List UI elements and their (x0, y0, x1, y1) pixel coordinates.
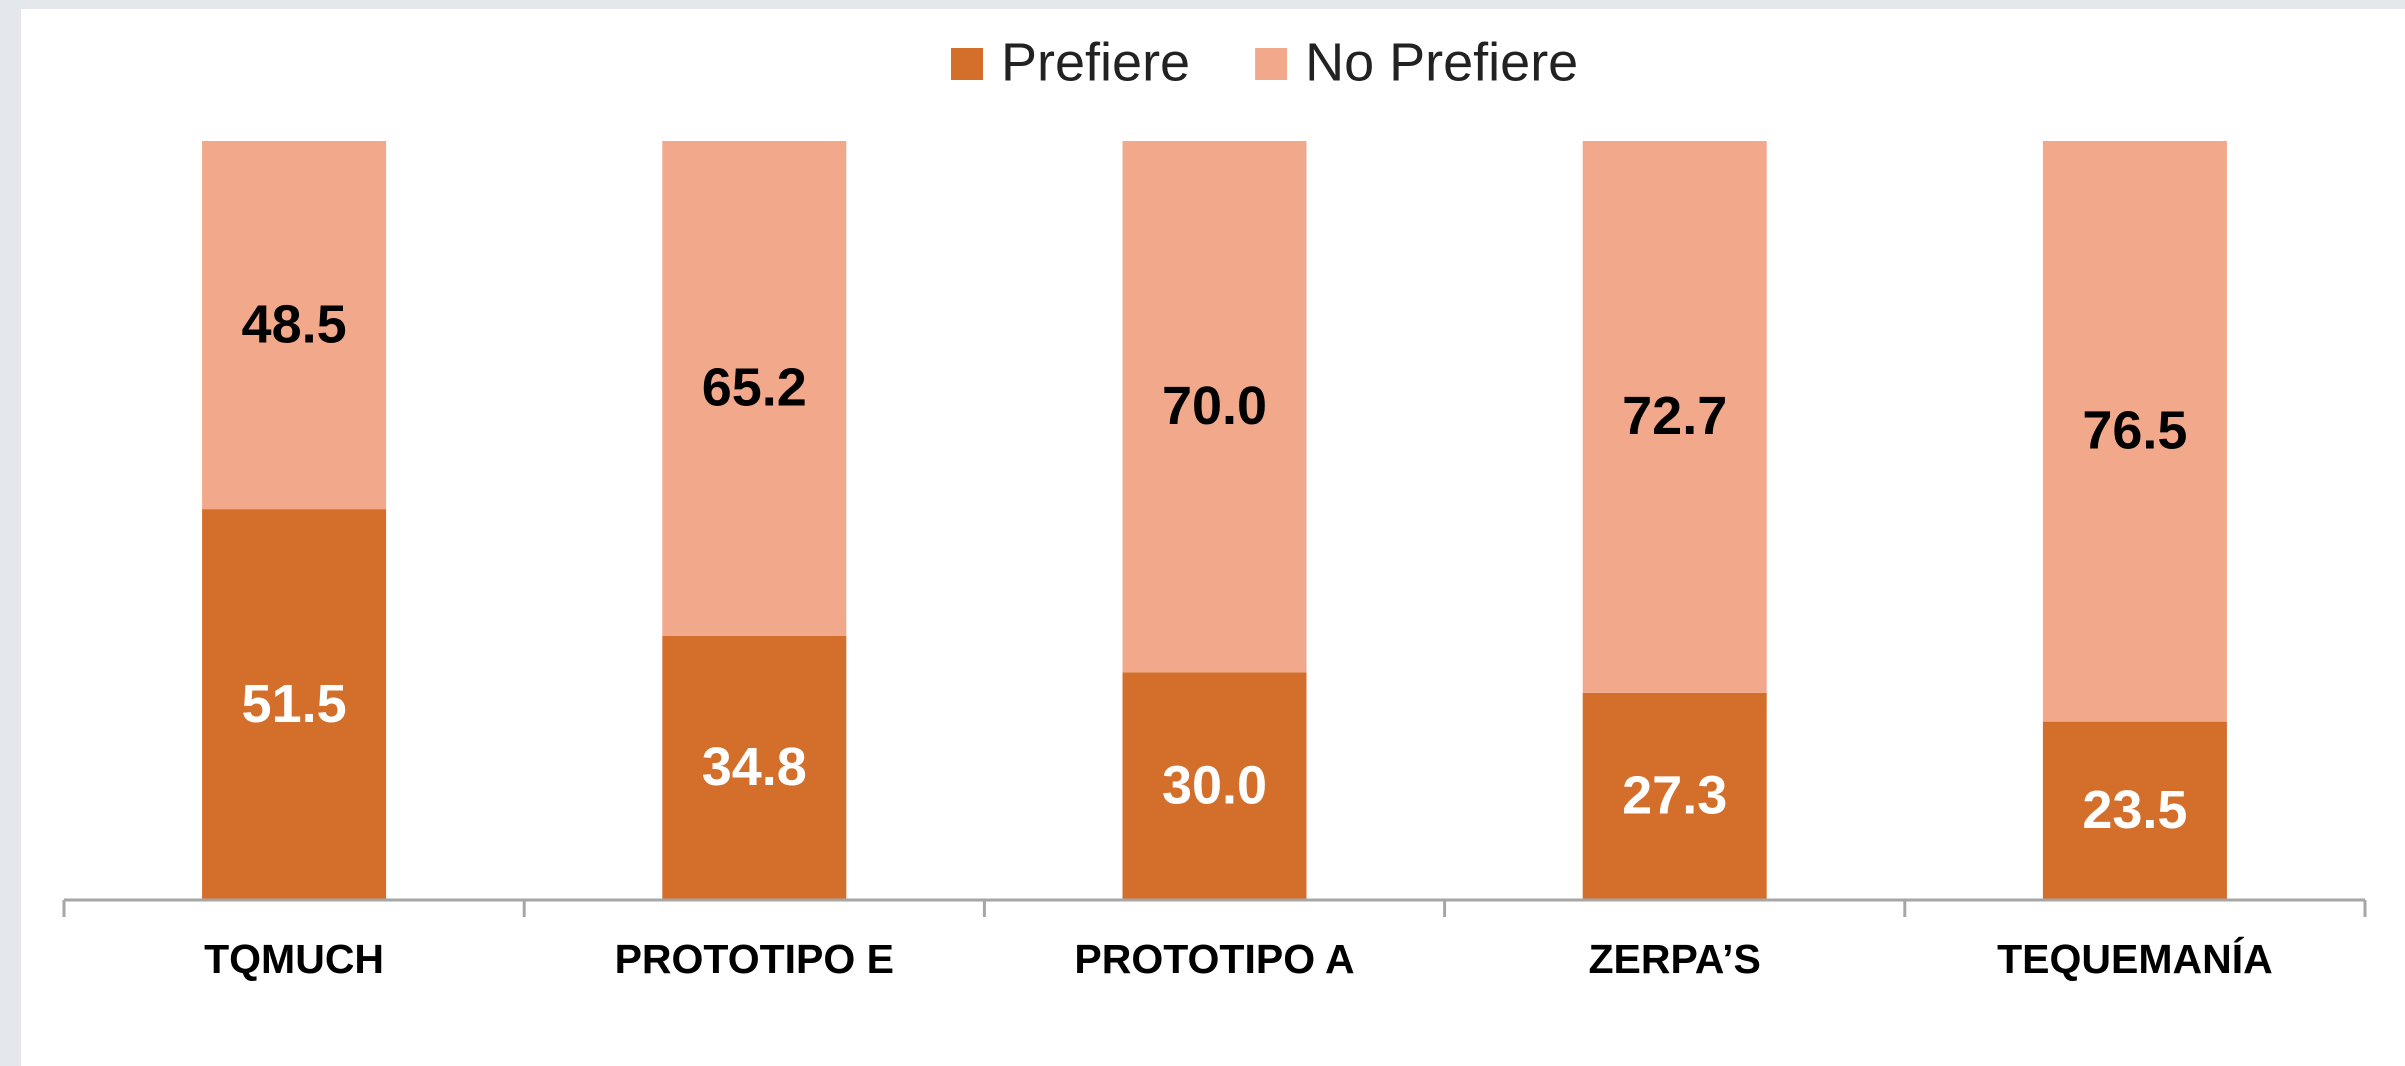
bar-segment (2042, 141, 2227, 722)
bar-segment (1122, 141, 1307, 673)
bar-segment (202, 509, 387, 900)
data-label: 76.5 (2082, 401, 2187, 461)
data-label: 27.3 (1622, 766, 1727, 826)
legend-swatch (1255, 48, 1288, 80)
legend-label: No Prefiere (1305, 32, 1578, 92)
bar-segment (662, 635, 847, 900)
legend-swatch (951, 48, 983, 80)
x-tick-label: PROTOTIPO A (1074, 936, 1354, 982)
data-label: 48.5 (242, 294, 347, 354)
bar-segment (1122, 672, 1307, 900)
x-tick-label: PROTOTIPO E (615, 936, 894, 982)
data-label: 23.5 (2082, 780, 2187, 840)
data-label: 70.0 (1162, 376, 1267, 436)
bar-segment (662, 141, 847, 636)
x-tick-label: TQMUCH (204, 936, 384, 982)
x-tick-label: TEQUEMANÍA (1997, 936, 2273, 982)
bar-segment (2042, 721, 2227, 900)
bar-segment (1582, 141, 1767, 693)
data-label: 34.8 (702, 737, 807, 797)
legend-label: Prefiere (1001, 32, 1190, 92)
bar-segment (202, 141, 387, 510)
bar-segment (1582, 692, 1767, 900)
data-label: 65.2 (702, 358, 807, 418)
data-label: 72.7 (1622, 386, 1727, 446)
x-tick-label: ZERPA’S (1589, 936, 1761, 982)
data-label: 30.0 (1162, 755, 1267, 815)
data-label: 51.5 (242, 674, 347, 734)
